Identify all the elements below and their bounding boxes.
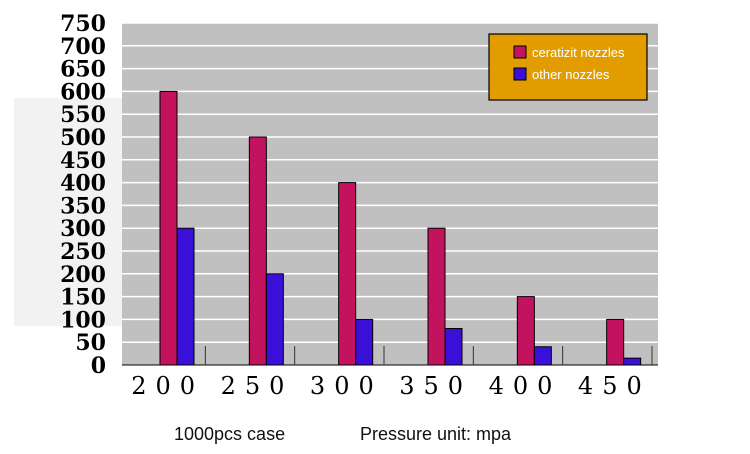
y-tick-label: 500 bbox=[60, 125, 106, 151]
y-tick-label: 400 bbox=[60, 171, 106, 197]
bar-ceratizit-250 bbox=[248, 136, 267, 366]
y-tick-label: 50 bbox=[75, 330, 106, 356]
x-tick-label: 300 bbox=[310, 372, 383, 400]
x-tick-label: 400 bbox=[489, 372, 562, 400]
captions: 1000pcs case Pressure unit: mpa bbox=[174, 424, 512, 444]
y-axis-ticks: 0501001502002503003504004505005506006507… bbox=[60, 11, 106, 379]
x-tick-label: 200 bbox=[131, 372, 204, 400]
pressure-unit-caption: Pressure unit: mpa bbox=[360, 424, 512, 444]
y-tick-label: 700 bbox=[60, 34, 106, 60]
bar-other-300 bbox=[355, 318, 374, 366]
bar-other-450 bbox=[623, 357, 642, 366]
x-tick-label: 450 bbox=[578, 372, 651, 400]
y-tick-label: 0 bbox=[91, 353, 106, 379]
x-tick-label: 350 bbox=[399, 372, 472, 400]
bar-other-350 bbox=[444, 328, 463, 366]
y-tick-label: 200 bbox=[60, 262, 106, 288]
legend-label: ceratizit nozzles bbox=[532, 45, 625, 60]
case-caption: 1000pcs case bbox=[174, 424, 285, 444]
bar-ceratizit-400 bbox=[516, 296, 535, 366]
legend-box bbox=[488, 33, 648, 101]
bar-ceratizit-300 bbox=[338, 182, 357, 366]
y-tick-label: 600 bbox=[60, 79, 106, 105]
gridlines bbox=[122, 22, 658, 343]
y-tick-label: 750 bbox=[60, 11, 106, 37]
bars bbox=[159, 90, 642, 366]
bar-ceratizit-350 bbox=[427, 227, 446, 366]
bar-other-200 bbox=[176, 227, 195, 366]
y-tick-label: 250 bbox=[60, 239, 106, 265]
x-tick-label: 250 bbox=[221, 372, 294, 400]
bar-other-250 bbox=[265, 273, 284, 366]
y-tick-label: 450 bbox=[60, 148, 106, 174]
bar-other-400 bbox=[533, 346, 552, 366]
y-tick-label: 650 bbox=[60, 57, 106, 83]
legend-label: other nozzles bbox=[532, 67, 610, 82]
legend-swatch bbox=[513, 67, 527, 81]
x-axis-ticks: 200 250 300 350 400 450 bbox=[131, 346, 653, 400]
y-tick-label: 150 bbox=[60, 285, 106, 311]
bar-ceratizit-450 bbox=[606, 318, 625, 366]
y-tick-label: 300 bbox=[60, 216, 106, 242]
background-panel bbox=[14, 98, 124, 326]
y-tick-label: 350 bbox=[60, 193, 106, 219]
legend: ceratizit nozzles other nozzles bbox=[488, 33, 648, 101]
y-tick-label: 550 bbox=[60, 102, 106, 128]
bar-ceratizit-200 bbox=[159, 90, 178, 366]
legend-swatch bbox=[513, 45, 527, 59]
y-tick-label: 100 bbox=[60, 307, 106, 333]
